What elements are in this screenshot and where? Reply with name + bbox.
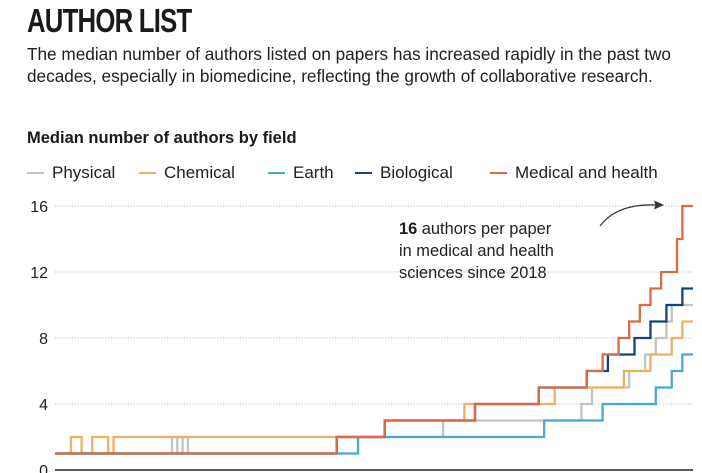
y-tick-labels: 0 4 8 12 16 — [30, 199, 48, 473]
legend-swatch-physical — [27, 171, 44, 175]
y-tick-label-8: 8 — [39, 331, 48, 348]
annotation-line-1-text: authors per paper — [417, 220, 552, 238]
chart-heading: Median number of authors by field — [27, 129, 297, 147]
y-tick-label-4: 4 — [39, 397, 48, 414]
y-tick-label-0: 0 — [39, 463, 48, 473]
chart-subtitle: The median number of authors listed on p… — [27, 44, 671, 86]
series-line-chemical — [55, 320, 693, 455]
legend-label-medical: Medical and health — [515, 163, 658, 182]
legend-item-biological: Biological — [355, 163, 453, 183]
legend-label-earth: Earth — [293, 163, 334, 182]
annotation-arrow-line — [599, 204, 657, 227]
legend-item-earth: Earth — [268, 163, 334, 183]
annotation-line-1: 16 authors per paper — [399, 218, 554, 240]
annotation-arrow-head — [654, 200, 664, 210]
annotation-line-3: sciences since 2018 — [399, 264, 547, 282]
legend-swatch-chemical — [139, 171, 156, 175]
legend-swatch-earth — [268, 171, 285, 175]
chart-title: AUTHOR LIST — [27, 2, 192, 39]
y-tick-label-16: 16 — [30, 199, 48, 216]
legend-label-physical: Physical — [52, 163, 116, 182]
legend-swatch-biological — [355, 171, 372, 175]
annotation-arrow — [599, 200, 664, 227]
series-line-medical-and-health — [55, 204, 693, 455]
y-tick-label-12: 12 — [30, 265, 48, 282]
legend-item-chemical: Chemical — [139, 163, 235, 183]
legend-label-chemical: Chemical — [164, 163, 235, 182]
annotation-value: 16 — [399, 220, 418, 238]
annotation-line-2: in medical and health — [399, 242, 554, 260]
series-lines — [55, 204, 693, 455]
legend-swatch-medical — [490, 171, 507, 175]
series-line-physical — [55, 303, 693, 455]
annotation: 16 authors per paper in medical and heal… — [399, 218, 554, 284]
legend-item-medical: Medical and health — [490, 163, 658, 183]
legend: Physical Chemical Earth Biological Medic… — [27, 163, 697, 185]
gridlines — [55, 205, 693, 405]
legend-item-physical: Physical — [27, 163, 115, 183]
legend-label-biological: Biological — [380, 163, 453, 182]
